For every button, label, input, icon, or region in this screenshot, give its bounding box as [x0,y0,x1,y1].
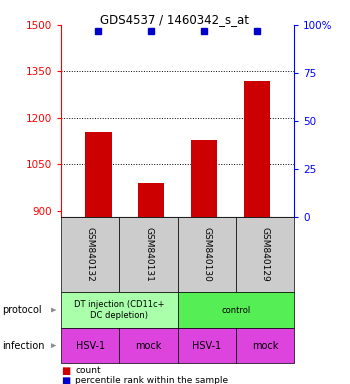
Text: mock: mock [135,341,162,351]
Text: DT injection (CD11c+
DC depletion): DT injection (CD11c+ DC depletion) [74,300,165,320]
Bar [85,132,112,217]
Bar [191,139,217,217]
Text: mock: mock [252,341,278,351]
Text: GSM840129: GSM840129 [260,227,270,282]
Bar [138,183,164,217]
Text: GDS4537 / 1460342_s_at: GDS4537 / 1460342_s_at [100,13,250,26]
Text: infection: infection [2,341,44,351]
Text: percentile rank within the sample: percentile rank within the sample [75,376,228,384]
Text: ■: ■ [61,376,70,384]
Text: count: count [75,366,101,375]
Bar [244,81,270,217]
Text: protocol: protocol [2,305,41,315]
Text: GSM840131: GSM840131 [144,227,153,282]
Text: HSV-1: HSV-1 [76,341,105,351]
Text: GSM840132: GSM840132 [86,227,95,282]
Text: ■: ■ [61,366,70,376]
Text: HSV-1: HSV-1 [192,341,221,351]
Text: GSM840130: GSM840130 [202,227,211,282]
Text: control: control [221,306,251,314]
